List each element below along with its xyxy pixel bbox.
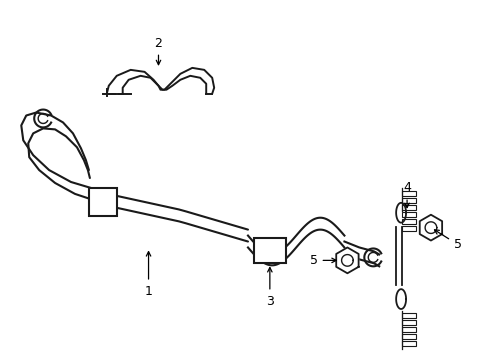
Bar <box>253 238 285 264</box>
Bar <box>401 320 415 325</box>
Bar <box>401 226 415 231</box>
Bar <box>401 191 415 196</box>
Text: 2: 2 <box>154 37 162 65</box>
Bar <box>401 327 415 332</box>
Bar <box>401 198 415 203</box>
Bar <box>401 205 415 210</box>
Text: 4: 4 <box>402 181 410 208</box>
Text: 5: 5 <box>309 254 336 267</box>
Bar <box>401 219 415 224</box>
Bar <box>401 212 415 217</box>
Bar <box>401 313 415 318</box>
Bar <box>401 334 415 339</box>
Polygon shape <box>419 215 441 240</box>
Polygon shape <box>336 247 358 273</box>
Bar <box>401 341 415 346</box>
Text: 3: 3 <box>265 267 273 307</box>
Text: 1: 1 <box>144 252 152 298</box>
Text: 5: 5 <box>433 230 461 251</box>
Bar <box>89 188 117 216</box>
